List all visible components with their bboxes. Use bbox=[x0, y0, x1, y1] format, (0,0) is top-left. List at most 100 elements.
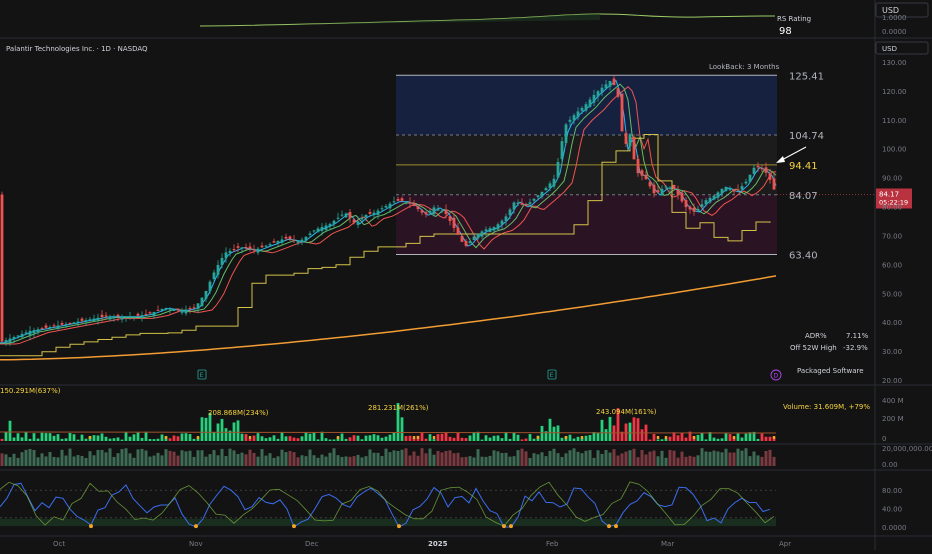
rs-axis-tick: 1.0000 bbox=[882, 14, 907, 22]
currency-top-box[interactable] bbox=[875, 2, 929, 18]
relvol-bar bbox=[28, 448, 32, 466]
candle-body bbox=[76, 321, 80, 323]
pane3-tick: 20,000,000.00 bbox=[882, 445, 932, 453]
volume-bar bbox=[336, 437, 340, 441]
candle-body bbox=[684, 200, 688, 208]
price-axis-tick: 70.00 bbox=[882, 232, 902, 240]
volume-bar bbox=[504, 432, 508, 441]
candle-body bbox=[316, 228, 320, 233]
fib-level-label: 125.41 bbox=[789, 71, 824, 82]
relvol-bar bbox=[204, 456, 208, 466]
lookback-label: LookBack: 3 Months bbox=[709, 63, 780, 71]
candle-body bbox=[652, 184, 656, 194]
volume-bar bbox=[424, 438, 428, 441]
x-axis-tick: Nov bbox=[189, 540, 203, 548]
volume-bar bbox=[620, 431, 624, 441]
relvol-bar bbox=[724, 448, 728, 466]
x-axis-tick: Dec bbox=[305, 540, 319, 548]
candle-body bbox=[472, 236, 476, 241]
relvol-bar bbox=[620, 453, 624, 466]
volume-bar bbox=[508, 438, 512, 441]
relvol-bar bbox=[428, 448, 432, 466]
volume-bar bbox=[48, 433, 52, 441]
volume-bar bbox=[136, 432, 140, 441]
relvol-bar bbox=[624, 451, 628, 466]
volume-bar bbox=[616, 408, 620, 441]
earnings-marker[interactable] bbox=[547, 369, 557, 380]
candle-body bbox=[272, 241, 276, 243]
currency-main[interactable]: USD bbox=[882, 45, 897, 53]
relvol-bar bbox=[636, 457, 640, 466]
relvol-bar bbox=[604, 450, 608, 466]
volume-bar bbox=[32, 433, 36, 441]
candle-body bbox=[160, 308, 164, 311]
relvol-bar bbox=[8, 457, 12, 466]
volume-bar bbox=[528, 434, 532, 441]
volume-bar bbox=[276, 438, 280, 441]
candle-body bbox=[12, 337, 16, 340]
candle-body bbox=[568, 119, 572, 122]
candle-body bbox=[156, 309, 160, 311]
candle-body bbox=[228, 250, 232, 253]
volume-bar bbox=[92, 435, 96, 441]
x-axis-tick: 2025 bbox=[428, 540, 448, 548]
candle-body bbox=[168, 308, 172, 310]
relvol-bar bbox=[728, 452, 732, 466]
candle-body bbox=[620, 93, 624, 132]
volume-bar bbox=[716, 438, 720, 441]
volume-bar bbox=[40, 432, 44, 441]
candle-body bbox=[616, 88, 620, 97]
volume-bar bbox=[664, 437, 668, 441]
volume-bar bbox=[56, 434, 60, 441]
relvol-bar bbox=[96, 449, 100, 466]
volume-bar bbox=[316, 439, 320, 441]
candle-body bbox=[392, 201, 396, 203]
candle-body bbox=[528, 202, 532, 204]
candle-body bbox=[752, 167, 756, 174]
relvol-bar bbox=[32, 449, 36, 466]
relvol-bar bbox=[12, 453, 16, 466]
last-price-tag[interactable] bbox=[876, 188, 912, 209]
candle-body bbox=[24, 332, 28, 334]
volume-bar bbox=[420, 432, 424, 441]
symbol-title[interactable]: Palantir Technologies Inc. · 1D · NASDAQ bbox=[6, 45, 148, 53]
candle-body bbox=[292, 239, 296, 241]
relvol-bar bbox=[72, 456, 76, 466]
currency-top[interactable]: USD bbox=[882, 6, 899, 15]
rs-axis-tick: 0.0000 bbox=[882, 28, 907, 36]
candle-body bbox=[428, 210, 432, 214]
candle-body bbox=[312, 230, 316, 232]
relvol-bar bbox=[340, 456, 344, 466]
candle-body bbox=[420, 210, 424, 213]
candle-body bbox=[384, 205, 388, 208]
relvol-bar bbox=[100, 449, 104, 466]
candle-body bbox=[128, 316, 132, 318]
candle-body bbox=[584, 104, 588, 111]
volume-annotation: 281.231M(261%) bbox=[368, 404, 429, 412]
currency-main-box[interactable] bbox=[875, 41, 929, 55]
pocket-pivot-mark bbox=[656, 436, 660, 439]
volume-bar bbox=[128, 436, 132, 441]
candle-body bbox=[8, 338, 12, 343]
relvol-bar bbox=[468, 456, 472, 466]
dividend-marker[interactable] bbox=[770, 369, 782, 381]
relvol-bar bbox=[292, 452, 296, 466]
dividend-marker-label: D bbox=[774, 373, 779, 380]
volume-bar bbox=[60, 438, 64, 441]
osc-low-dot bbox=[89, 524, 93, 529]
candle-body bbox=[260, 245, 264, 248]
candle-body bbox=[656, 190, 660, 193]
candle-body bbox=[356, 221, 360, 225]
candle-body bbox=[764, 167, 768, 173]
relvol-bar bbox=[644, 454, 648, 466]
osc-signal-line bbox=[0, 481, 775, 527]
earnings-marker[interactable] bbox=[197, 369, 207, 380]
relvol-bar bbox=[108, 448, 112, 466]
volume-bar bbox=[220, 418, 224, 441]
candle-body bbox=[72, 322, 76, 324]
candle-body bbox=[716, 192, 720, 198]
relvol-bar bbox=[744, 448, 748, 466]
candle-body bbox=[560, 141, 564, 160]
volume-bar bbox=[72, 434, 76, 441]
